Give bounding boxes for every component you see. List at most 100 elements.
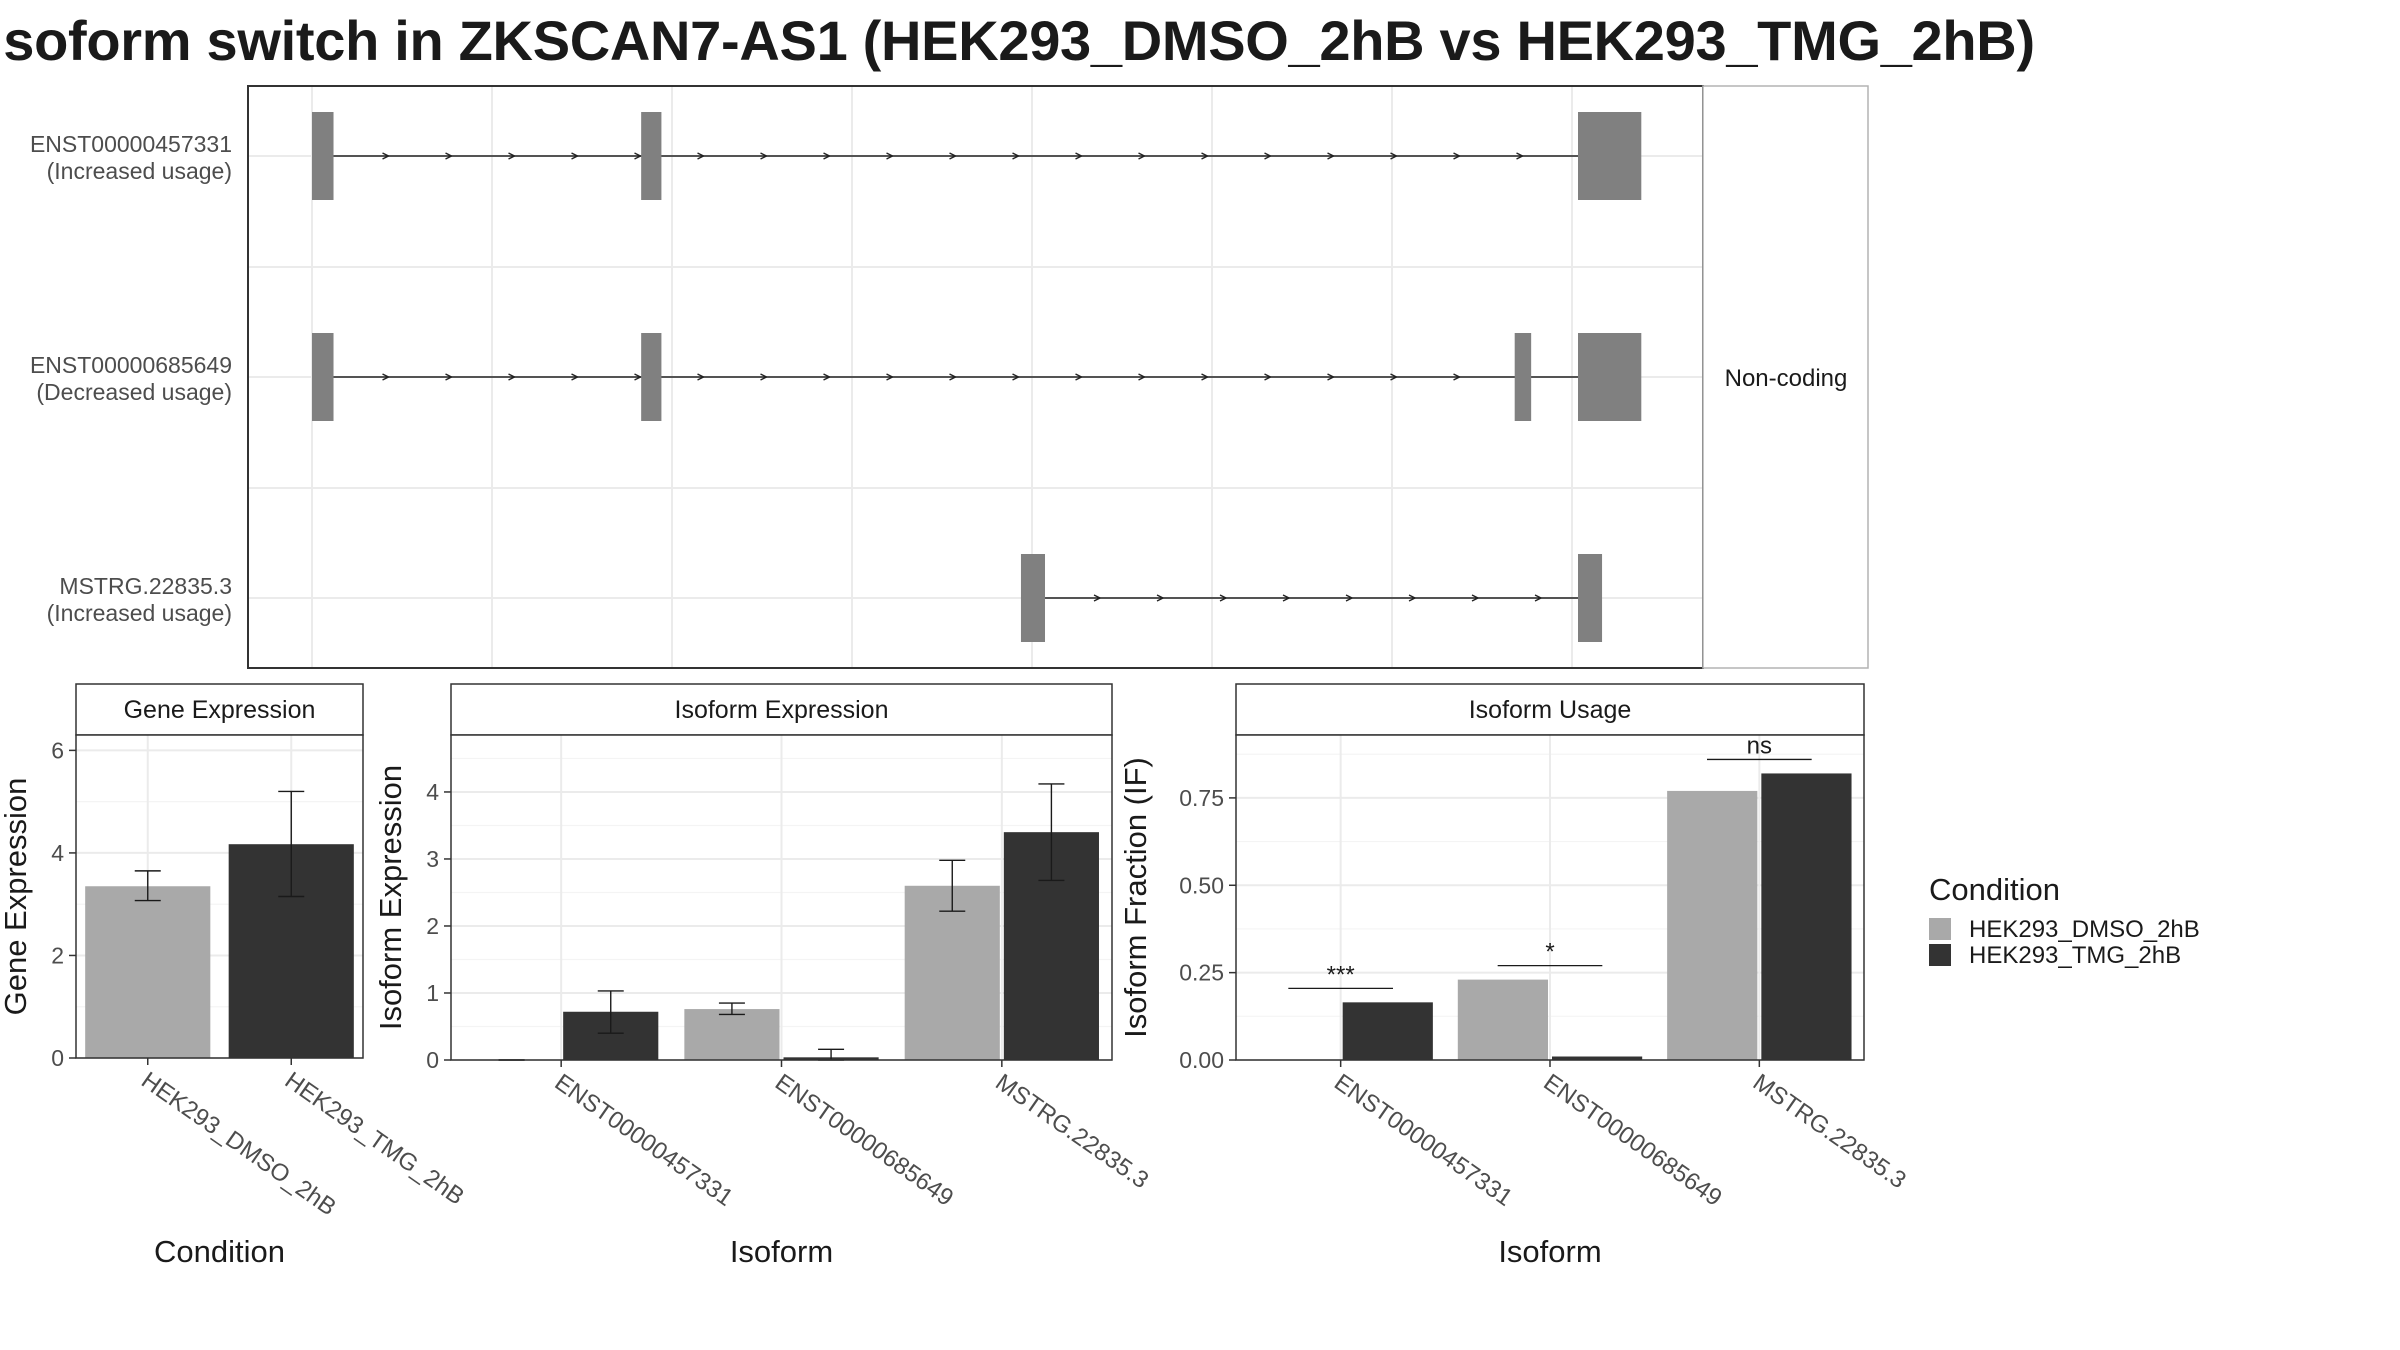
x-tick-label: ENST00000457331 [550,1069,738,1212]
intron-direction-arrow [1345,594,1354,602]
y-tick-label: 6 [51,737,64,763]
legend-label: HEK293_DMSO_2hB [1969,916,2200,943]
exon-block [1578,554,1603,642]
isoform-usage-panel: Isoform Usage0.000.250.500.75****nsENST0… [1118,683,1911,1269]
intron-direction-arrow [1075,373,1084,381]
intron-direction-arrow [445,152,454,160]
panel-strip [1235,683,1865,736]
panel-strip [75,683,364,736]
intron-direction-arrow [571,373,580,381]
y-tick-label: 4 [426,779,439,805]
intron-direction-arrow [1408,594,1417,602]
intron-direction-arrow [634,152,643,160]
transcript-id-label: ENST00000685649 [30,352,232,378]
y-tick-label: 0.25 [1179,960,1224,986]
intron-direction-arrow [634,373,643,381]
intron-direction-arrow [1471,594,1480,602]
intron-direction-arrow [382,373,391,381]
facet-strip [1702,85,1869,669]
intron-direction-arrow [382,152,391,160]
y-tick-label: 3 [426,846,439,872]
intron-direction-arrow [1453,373,1462,381]
y-tick-label: 2 [51,942,64,968]
x-tick-label: ENST00000685649 [1539,1069,1727,1212]
intron-direction-arrow [1516,152,1525,160]
intron-direction-arrow [1282,594,1291,602]
intron-direction-arrow [1390,152,1399,160]
intron-direction-arrow [1201,152,1210,160]
significance-label: *** [1327,961,1355,988]
intron-direction-arrow [886,152,895,160]
transcript-label: ENST00000685649 (Decreased usage) [30,352,232,405]
exon-block [1578,333,1642,421]
intron-direction-arrow [1264,152,1273,160]
y-tick-label: 4 [51,840,64,866]
exon-block [1578,112,1642,200]
intron-direction-arrow [1327,373,1336,381]
x-axis-title: Condition [154,1234,285,1269]
intron-direction-arrow [886,373,895,381]
intron-direction-arrow [1075,152,1084,160]
intron-direction-arrow [697,152,706,160]
panel-strip-title: Isoform Expression [675,696,889,724]
panel-strip-title: Gene Expression [124,696,316,724]
panel-strip-title: Isoform Usage [1469,696,1632,724]
intron-direction-arrow [1327,152,1336,160]
y-tick-label: 0 [426,1047,439,1073]
bar [1342,1002,1433,1060]
significance-label: ns [1747,732,1772,759]
intron-direction-arrow [823,373,832,381]
panel-border [75,734,364,1059]
intron-direction-arrow [1012,373,1021,381]
transcript-id-label: MSTRG.22835.3 [59,573,232,599]
bar [1667,790,1758,1060]
x-axis-title: Isoform [730,1234,833,1269]
bar [684,1009,780,1060]
intron-direction-arrow [1264,373,1273,381]
y-tick-label: 0.50 [1179,872,1224,898]
transcript-structure-panel: ENST00000457331 (Increased usage)ENST0000… [30,85,1869,669]
figure-title: Isoform switch in ZKSCAN7-AS1 (HEK293_DM… [0,9,2035,72]
intron-direction-arrow [1093,594,1102,602]
intron-direction-arrow [1201,373,1210,381]
intron-direction-arrow [823,152,832,160]
legend-swatch [1929,918,1951,940]
exon-block [312,112,334,200]
intron-direction-arrow [1012,152,1021,160]
bar [904,885,1000,1060]
transcript-usage-label: (Increased usage) [47,600,232,626]
y-axis-title: Isoform Fraction (IF) [1118,757,1153,1038]
intron-direction-arrow [1219,594,1228,602]
x-tick-label: MSTRG.22835.3 [1748,1069,1911,1194]
intron-direction-arrow [760,152,769,160]
y-tick-label: 0.00 [1179,1047,1224,1073]
y-tick-label: 1 [426,980,439,1006]
exon-block [312,333,334,421]
transcript-id-label: ENST00000457331 [30,131,232,157]
isoform-expression-panel: Isoform Expression 0 1 2 3 4 ENST00000457331 EN… [373,683,1153,1269]
exon-block [641,333,662,421]
intron-direction-arrow [571,152,580,160]
y-axis-title: Gene Expression [0,778,33,1016]
intron-direction-arrow [949,373,958,381]
y-tick-label: 2 [426,913,439,939]
intron-direction-arrow [1156,594,1165,602]
intron-direction-arrow [760,373,769,381]
bar [1761,773,1852,1060]
exon-block [641,112,662,200]
intron-direction-arrow [697,373,706,381]
exon-block [1020,554,1046,642]
intron-direction-arrow [1390,373,1399,381]
transcript-label: ENST00000457331 (Increased usage) [30,131,232,184]
x-tick-label: ENST00000457331 [1329,1069,1517,1212]
exon-block [1514,333,1532,421]
intron-direction-arrow [508,152,517,160]
significance-label: * [1545,939,1554,966]
bar [85,886,211,1058]
x-axis-title: Isoform [1498,1234,1601,1269]
bar [1552,1056,1643,1060]
legend-title: Condition [1929,872,2060,907]
y-tick-label: 0.75 [1179,785,1224,811]
